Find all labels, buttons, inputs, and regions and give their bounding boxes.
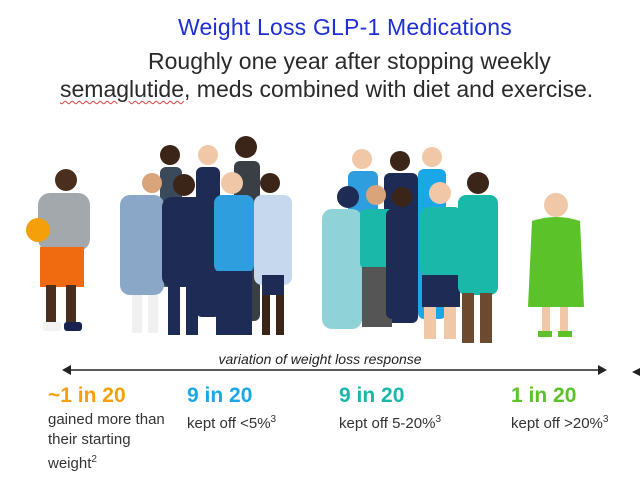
stat-desc-text: gained more than their starting weight <box>48 411 165 472</box>
stat-footnote: 3 <box>602 414 609 425</box>
stat-over-20: 1 in 20 kept off >20%3 <box>511 384 640 434</box>
axis-label: variation of weight loss response <box>218 351 422 367</box>
group-kept-off-under-5 <box>120 136 292 335</box>
spellcheck-word: semaglutide <box>60 76 185 102</box>
subtitle-line-1: Roughly one year after stopping weekly <box>148 48 551 74</box>
stat-ratio: 9 in 20 <box>339 384 405 407</box>
stat-description: kept off <5%3 <box>187 410 307 434</box>
stat-desc-text: kept off <5% <box>187 415 271 432</box>
stat-ratio: ~1 in 20 <box>48 384 126 407</box>
stat-description: kept off 5-20%3 <box>339 410 479 434</box>
stat-ratio: 9 in 20 <box>187 384 253 407</box>
subtitle-line-2: semaglutide, meds combined with diet and… <box>60 75 640 103</box>
stat-gained: ~1 in 20 gained more than their starting… <box>48 384 168 474</box>
page-subtitle: Roughly one year after stopping weekly s… <box>60 47 640 103</box>
stat-description: gained more than their starting weight2 <box>48 410 168 474</box>
stat-footnote: 3 <box>435 414 442 425</box>
stat-footnote: 3 <box>270 414 277 425</box>
people-illustration <box>26 136 584 343</box>
person-gained-weight <box>26 169 90 331</box>
stat-ratio: 1 in 20 <box>511 384 577 407</box>
stat-footnote: 2 <box>91 454 97 465</box>
group-kept-off-5-20 <box>322 147 498 343</box>
person-kept-off-over-20 <box>528 193 584 337</box>
stat-description: kept off >20%3 <box>511 410 640 434</box>
stat-desc-text: kept off 5-20% <box>339 415 436 432</box>
variation-axis-arrow <box>62 365 607 375</box>
subtitle-line-2-rest: , meds combined with diet and exercise. <box>184 76 594 102</box>
stat-desc-text: kept off >20% <box>511 415 603 432</box>
stat-under-5: 9 in 20 kept off <5%3 <box>187 384 307 434</box>
page-title: Weight Loss GLP-1 Medications <box>178 14 512 40</box>
right-arrow-marker <box>632 368 640 376</box>
stat-5-20: 9 in 20 kept off 5-20%3 <box>339 384 479 434</box>
